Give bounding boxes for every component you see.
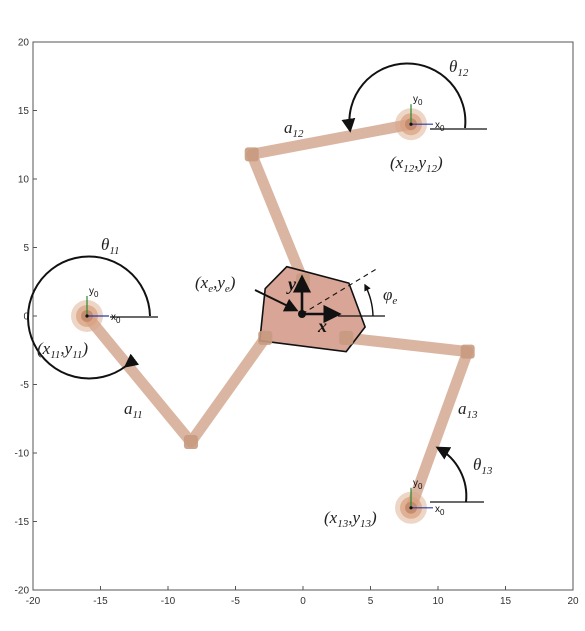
base-13-y0-label: y0 [413,478,423,491]
platform-frame-x-label: x [317,316,327,336]
x-tick-label: 20 [567,596,579,607]
x-tick-label: -5 [231,596,240,607]
theta12-label: θ12 [449,57,469,79]
y-tick-label: -5 [20,380,29,391]
joints [183,147,475,450]
theta11-arc [27,255,158,380]
theta13-arc [430,446,484,503]
theta13-label: θ13 [473,455,493,477]
y-tick-label: -20 [15,586,30,597]
x-tick-label: 10 [432,596,444,607]
y-tick-label: 10 [18,175,30,186]
y-tick-label: 15 [18,106,30,117]
leg-13-link-1 [405,346,474,514]
end-effector-platform [258,265,367,353]
leg-13-link-2 [340,332,474,358]
base13-coord-label: (x13,y13) [324,508,377,530]
a11-label: a11 [124,399,143,421]
platform-frame-y-label: y [286,274,297,294]
x-tick-label: -15 [93,596,108,607]
base-13-origin [409,506,413,510]
x-tick-label: 5 [368,596,374,607]
leg-11-link-1 [81,310,197,448]
a13-label: a13 [458,399,478,421]
x-tick-label: -10 [161,596,176,607]
x-axis: -20 -15 -10 -5 0 5 10 15 20 [26,586,579,607]
leg-12-joint-1 [244,147,259,162]
y-tick-label: 0 [23,312,29,323]
leg-11-joint-1 [183,435,198,450]
base-12-y0-label: y0 [413,94,423,107]
leg-links [81,118,474,514]
base-11-origin [85,314,89,318]
base-11-y0-label: y0 [89,286,99,299]
a12-label: a12 [284,118,304,140]
y-axis: 20 15 10 5 0 -5 -10 -15 -20 [15,38,37,597]
leg-13-joint-2 [339,330,354,345]
y-tick-label: 5 [23,243,29,254]
y-tick-label: 20 [18,38,30,49]
leg-13-joint-1 [460,344,475,359]
x-tick-label: -20 [26,596,41,607]
base-13-x0-label: x0 [435,504,445,517]
base11-coord-label: (x11,y11) [37,339,88,361]
leg-12-link-2 [246,148,309,286]
leg-11-joint-2 [258,330,273,345]
base-12-origin [409,122,413,126]
theta11-label: θ11 [101,235,120,257]
theta12-arc [341,62,487,133]
x-tick-label: 15 [500,596,512,607]
y-tick-label: -15 [15,517,30,528]
base12-coord-label: (x12,y12) [390,153,443,175]
platform-coord-label: (xe,ye) [195,273,236,295]
leg-11-link-2 [185,332,271,448]
platform-frame [254,267,385,324]
leg-12-link-1 [246,118,417,160]
phi-e-label: φe [383,285,397,307]
y-tick-label: -10 [15,449,30,460]
x-tick-label: 0 [300,596,306,607]
